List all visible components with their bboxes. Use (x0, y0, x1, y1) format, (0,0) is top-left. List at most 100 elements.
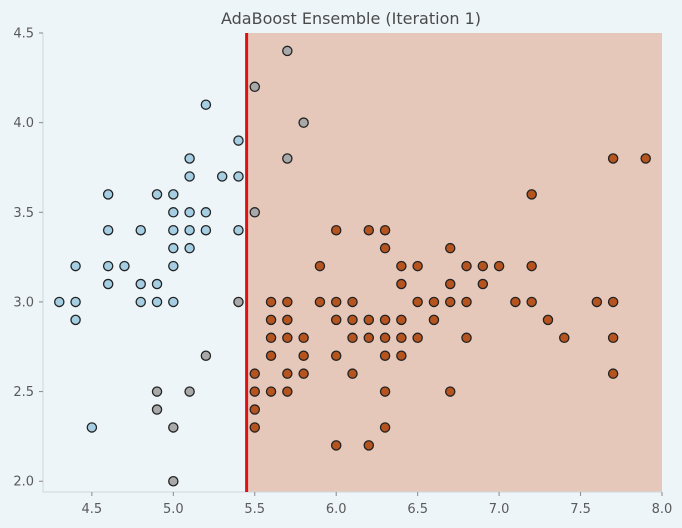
data-point-orange (282, 368, 293, 379)
data-point-blue (151, 278, 163, 290)
y-tick-label: 4.0 (13, 116, 34, 131)
data-point-orange (526, 189, 537, 200)
data-point-blue (184, 171, 195, 182)
data-point-blue (168, 224, 179, 236)
data-point-blue (168, 207, 179, 218)
data-point-orange (493, 260, 505, 272)
data-point-blue (184, 224, 195, 236)
data-point-blue (168, 242, 179, 254)
data-point-orange (396, 314, 407, 326)
data-point-blue (70, 314, 81, 326)
data-point-orange (461, 296, 472, 308)
data-point-orange (526, 296, 537, 308)
data-point-orange (559, 332, 570, 344)
data-point-orange (265, 296, 277, 308)
y-tick-label: 3.5 (13, 206, 34, 221)
data-point-orange (347, 368, 358, 379)
data-point-orange (363, 332, 375, 344)
data-point-orange (428, 314, 440, 326)
data-point-gray (249, 207, 261, 218)
data-point-orange (249, 422, 261, 433)
data-point-orange (526, 260, 537, 272)
x-tick-label: 4.5 (82, 502, 103, 517)
data-point-blue (200, 207, 212, 218)
data-point-orange (461, 260, 472, 272)
data-point-orange (330, 350, 342, 361)
data-point-orange (282, 386, 293, 397)
data-point-orange (412, 332, 423, 344)
data-point-blue (135, 278, 146, 290)
data-point-blue (70, 296, 81, 308)
data-point-orange (314, 260, 326, 272)
data-points (54, 45, 651, 487)
data-point-orange (477, 278, 489, 290)
data-point-orange (444, 296, 456, 308)
axes: 4.5 5.0 5.5 6.0 6.5 7.0 7.5 8.0 2.0 2.5 3.0 3.5 4.0 4… (13, 27, 672, 518)
data-point-orange (363, 440, 375, 451)
data-point-blue (184, 242, 195, 254)
y-tick-label: 2.0 (13, 475, 34, 490)
data-point-blue (151, 296, 163, 308)
data-point-orange (282, 314, 293, 326)
data-point-orange (298, 350, 309, 361)
data-point-orange (607, 368, 619, 379)
data-point-orange (607, 332, 619, 344)
data-point-orange (249, 368, 261, 379)
data-point-orange (428, 296, 440, 308)
data-point-orange (379, 332, 391, 344)
data-point-blue (200, 224, 212, 236)
data-point-orange (607, 153, 619, 164)
data-point-blue (102, 278, 114, 290)
x-tick-label: 5.5 (244, 502, 265, 517)
data-point-orange (347, 296, 358, 308)
data-point-orange (298, 332, 309, 344)
x-tick-label: 7.5 (570, 502, 591, 517)
data-point-blue (102, 189, 114, 200)
data-point-orange (265, 350, 277, 361)
data-point-orange (330, 314, 342, 326)
data-point-orange (363, 314, 375, 326)
data-point-gray (282, 45, 293, 57)
data-point-blue (216, 171, 228, 182)
data-point-blue (233, 224, 244, 236)
data-point-gray (151, 404, 163, 415)
data-point-orange (444, 386, 456, 397)
data-point-blue (86, 422, 98, 433)
data-point-gray (298, 117, 309, 128)
region-1 (246, 33, 663, 492)
data-point-orange (249, 386, 261, 397)
data-point-orange (347, 332, 358, 344)
data-point-orange (379, 224, 391, 236)
data-point-orange (396, 260, 407, 272)
data-point-orange (330, 296, 342, 308)
data-point-gray (282, 153, 293, 164)
data-point-orange (282, 296, 293, 308)
y-tick-label: 3.0 (13, 295, 34, 310)
data-point-orange (510, 296, 521, 308)
data-point-blue (200, 99, 212, 110)
data-point-orange (461, 332, 472, 344)
x-tick-label: 6.0 (326, 502, 347, 517)
x-tick-label: 6.5 (407, 502, 428, 517)
data-point-orange (396, 278, 407, 290)
data-point-orange (379, 386, 391, 397)
data-point-blue (233, 171, 244, 182)
data-point-orange (379, 422, 391, 433)
data-point-orange (330, 440, 342, 451)
data-point-blue (184, 207, 195, 218)
data-point-blue (54, 296, 65, 308)
data-point-gray (249, 81, 261, 93)
x-tick-label: 7.0 (489, 502, 510, 517)
data-point-orange (379, 350, 391, 361)
data-point-orange (379, 314, 391, 326)
data-point-orange (412, 260, 423, 272)
data-point-orange (347, 314, 358, 326)
data-point-orange (396, 332, 407, 344)
data-point-orange (412, 296, 423, 308)
data-point-orange (249, 404, 261, 415)
y-tick-label: 2.5 (13, 385, 34, 400)
x-tick-label: 5.0 (163, 502, 184, 517)
data-point-gray (184, 386, 195, 397)
data-point-blue (135, 224, 146, 236)
data-point-orange (379, 242, 391, 254)
